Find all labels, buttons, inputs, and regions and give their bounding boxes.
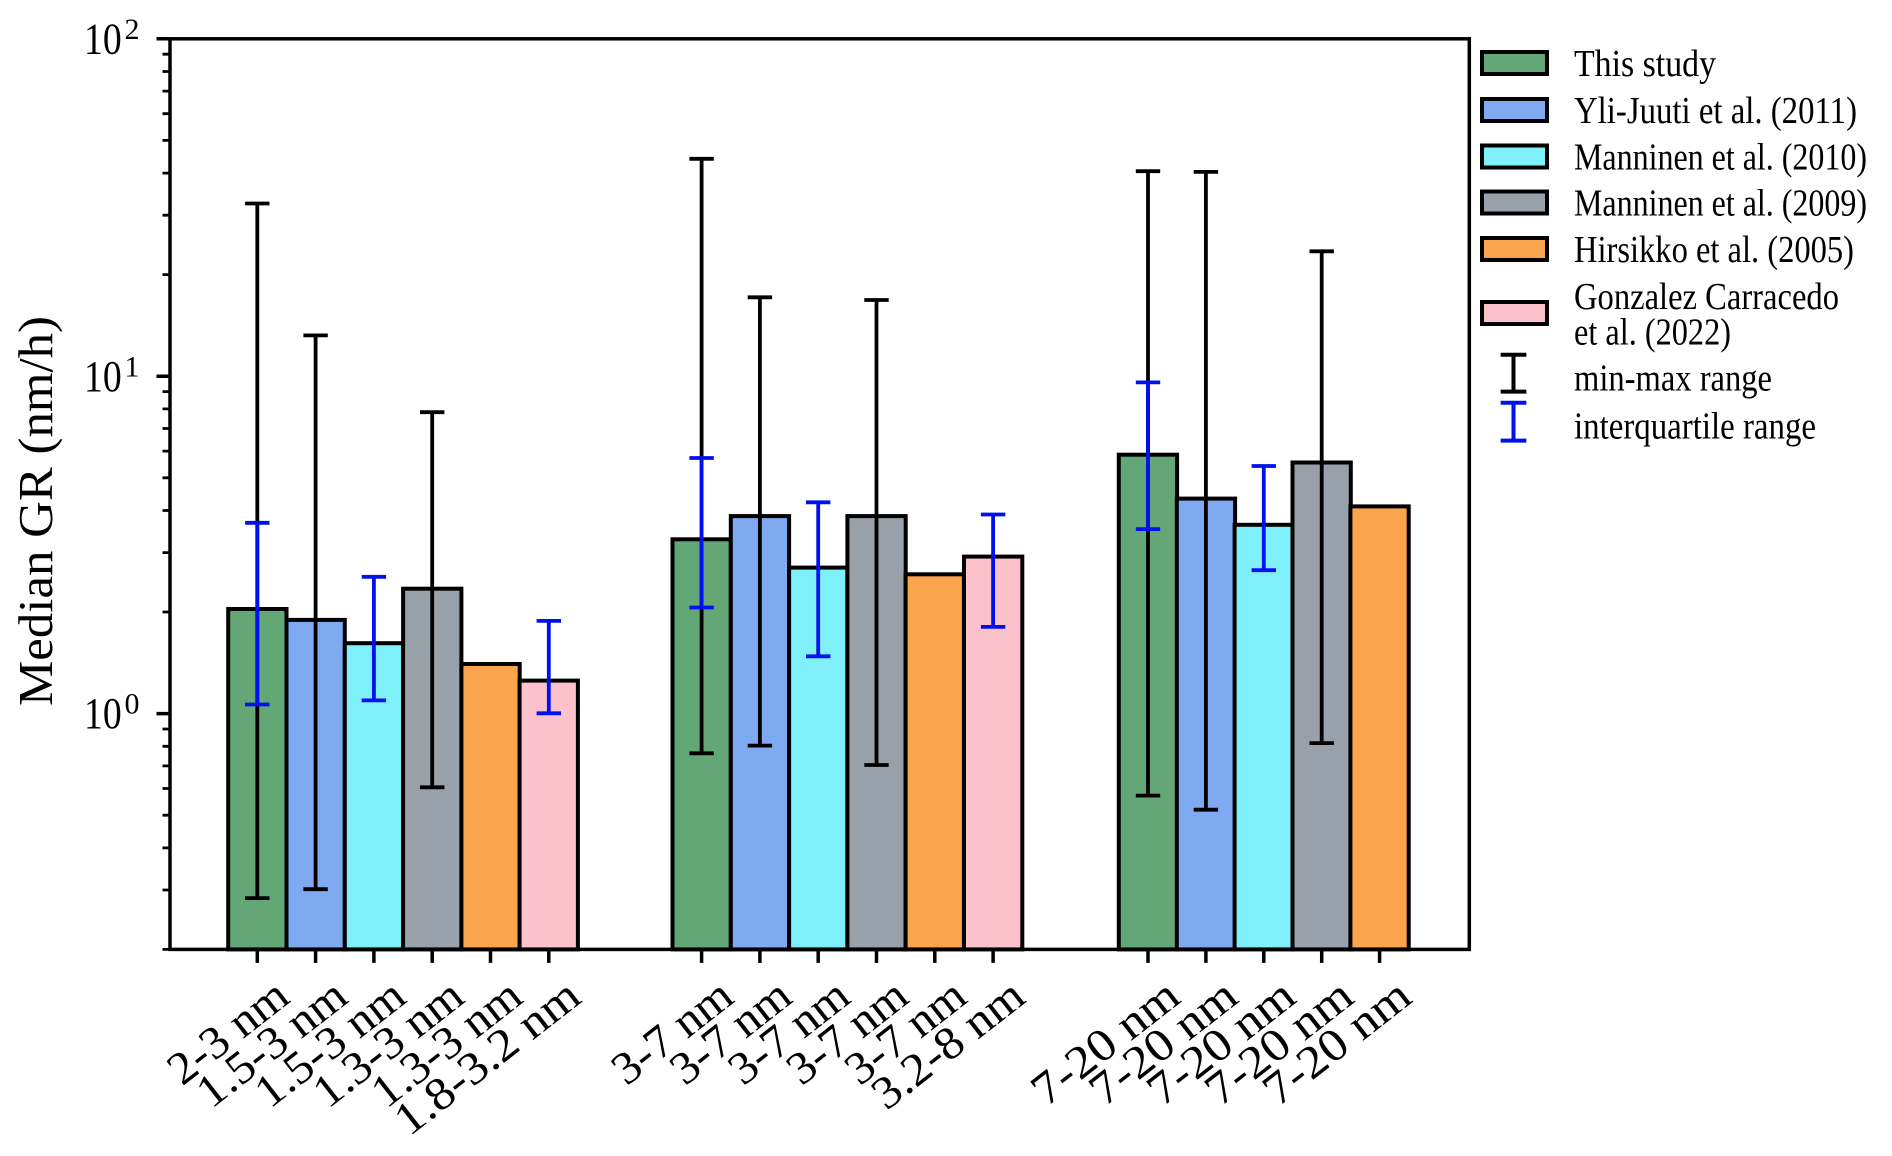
svg-text:Manninen et al. (2010): Manninen et al. (2010) [1574, 136, 1867, 178]
svg-text:10: 10 [84, 352, 122, 401]
svg-text:min-max range: min-max range [1574, 358, 1772, 400]
svg-text:This study: This study [1574, 43, 1717, 85]
svg-text:Median GR (nm/h): Median GR (nm/h) [8, 316, 63, 706]
svg-text:Hirsikko et al. (2005): Hirsikko et al. (2005) [1574, 229, 1854, 271]
svg-text:interquartile range: interquartile range [1574, 405, 1816, 447]
svg-text:2: 2 [125, 13, 140, 46]
svg-text:Manninen et al. (2009): Manninen et al. (2009) [1574, 182, 1867, 224]
svg-text:Yli-Juuti et al. (2011): Yli-Juuti et al. (2011) [1574, 90, 1857, 132]
svg-text:10: 10 [84, 14, 122, 63]
svg-text:Gonzalez Carracedo: Gonzalez Carracedo [1574, 276, 1839, 318]
svg-text:0: 0 [125, 688, 140, 721]
svg-text:1: 1 [125, 350, 140, 383]
svg-text:10: 10 [84, 689, 122, 738]
svg-text:et al. (2022): et al. (2022) [1574, 311, 1731, 353]
